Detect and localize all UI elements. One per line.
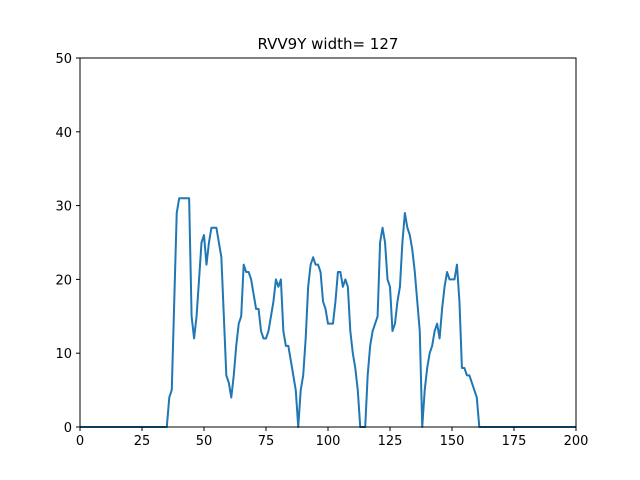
x-tick-label: 75 <box>258 434 275 449</box>
y-tick-label: 50 <box>55 52 72 67</box>
x-tick-label: 125 <box>378 434 403 449</box>
y-tick-label: 10 <box>55 347 72 362</box>
x-tick-label: 175 <box>502 434 527 449</box>
y-tick-label: 40 <box>55 126 72 141</box>
x-tick-label: 200 <box>564 434 589 449</box>
x-tick-label: 100 <box>316 434 341 449</box>
x-tick-label: 0 <box>76 434 84 449</box>
y-tick-label: 0 <box>64 421 72 436</box>
y-tick-label: 20 <box>55 273 72 288</box>
x-tick-label: 50 <box>196 434 213 449</box>
x-tick-label: 150 <box>440 434 465 449</box>
y-tick-label: 30 <box>55 200 72 215</box>
plot-data-layer <box>80 197 576 428</box>
y-axis: 0 10 20 30 40 50 <box>55 52 80 436</box>
series-line-0 <box>80 197 576 428</box>
chart-title: RVV9Y width= 127 <box>258 35 399 53</box>
x-tick-label: 25 <box>134 434 151 449</box>
x-axis: 0 25 50 75 100 125 150 175 200 <box>76 427 589 449</box>
